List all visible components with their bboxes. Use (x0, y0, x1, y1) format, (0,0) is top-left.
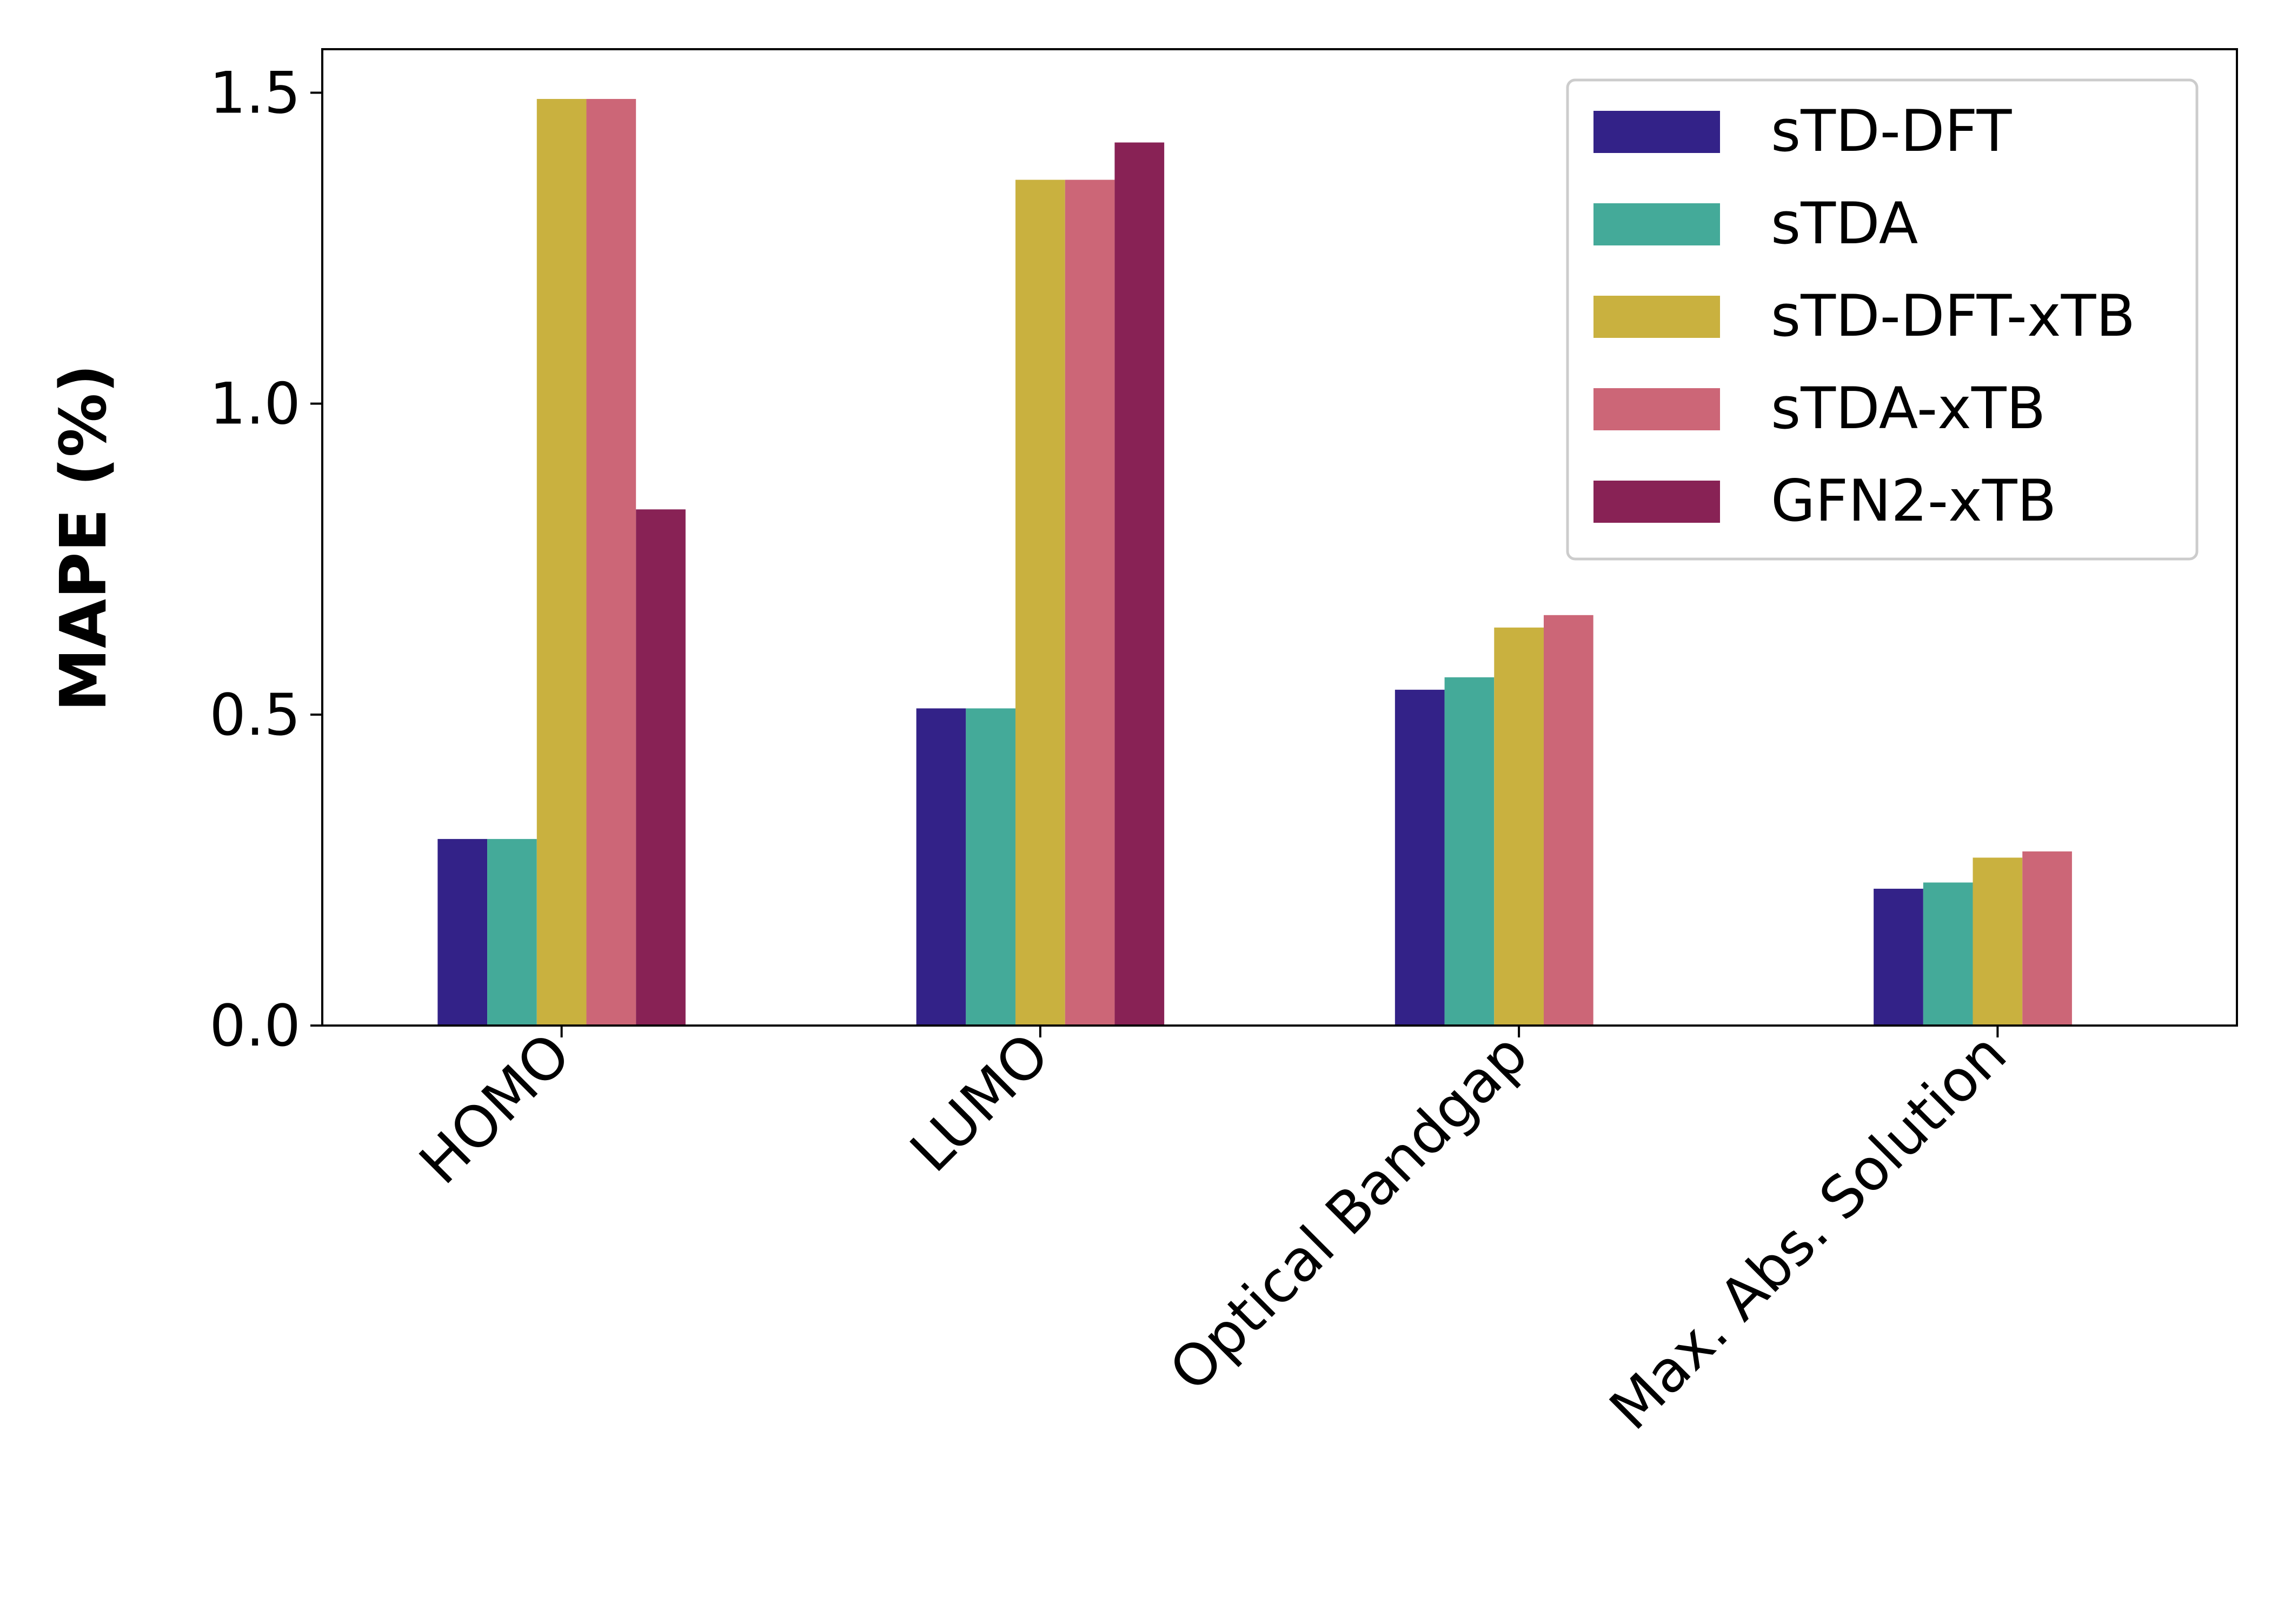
plot-frame (321, 48, 2238, 1027)
bar-5-2 (1114, 142, 1165, 1026)
bar-2-4 (1923, 882, 1973, 1026)
bar-1-3 (1395, 689, 1445, 1026)
legend-box (1566, 78, 2199, 561)
bar-1-4 (1874, 888, 1923, 1026)
bar-2-1 (487, 838, 537, 1026)
legend-label: GFN2-xTB (1771, 468, 2056, 534)
bar-3-1 (536, 99, 587, 1026)
legend: sTD-DFT sTDA sTD-DFT-xTB sTDA-xTB GFN2-xTB (1566, 78, 2199, 561)
bar-3-3 (1494, 627, 1544, 1026)
y-tick-label: 0.0 (209, 993, 301, 1059)
legend-swatch (1593, 296, 1720, 338)
bar-4-3 (1543, 615, 1593, 1026)
bar-3-2 (1015, 179, 1065, 1026)
bar-3-4 (1973, 857, 2023, 1026)
legend-swatch (1593, 481, 1720, 523)
legend-label: sTD-DFT-xTB (1771, 283, 2135, 349)
legend-swatch (1593, 111, 1720, 153)
legend-label: sTD-DFT (1771, 98, 2013, 164)
y-axis-title: MAPE (%) (46, 364, 121, 711)
bars-layer (437, 99, 2072, 1026)
bar-4-1 (586, 99, 636, 1026)
legend-swatch (1593, 388, 1720, 430)
legend-label: sTDA (1771, 190, 1918, 257)
legend-swatch (1593, 203, 1720, 245)
bar-5-1 (636, 509, 686, 1026)
bar-4-2 (1065, 179, 1115, 1026)
y-tick-label: 0.5 (209, 682, 301, 748)
bar-2-2 (966, 708, 1016, 1026)
y-tick-label: 1.0 (209, 371, 301, 437)
bar-4-4 (2022, 851, 2072, 1026)
legend-label: sTDA-xTB (1771, 375, 2046, 442)
bar-1-2 (916, 708, 966, 1026)
y-tick-label: 1.5 (209, 60, 301, 127)
bar-1-1 (437, 838, 488, 1026)
bar-2-3 (1444, 677, 1495, 1026)
y-axis: 0.0 0.5 1.0 1.5 (209, 60, 322, 1059)
